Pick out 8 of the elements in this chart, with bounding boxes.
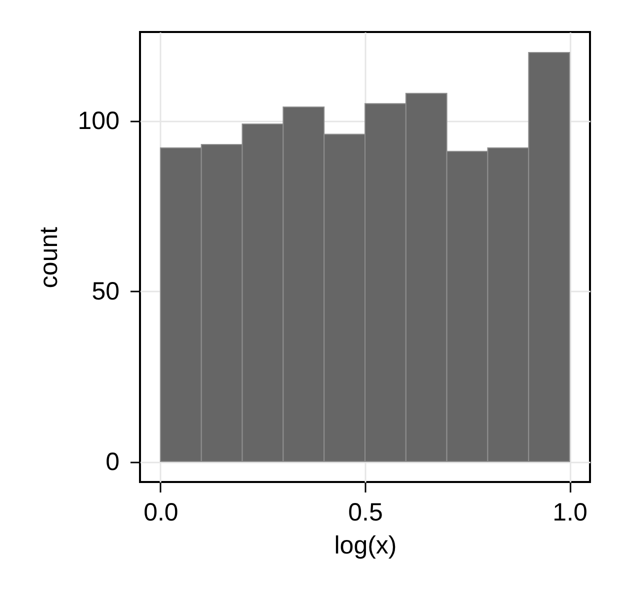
y-tick-label: 0: [106, 448, 120, 476]
x-tick-label: 0.0: [144, 498, 178, 526]
y-axis-title: count: [34, 226, 63, 288]
y-tick-label: 50: [92, 278, 120, 306]
y-tick-label: 100: [78, 107, 120, 136]
x-axis-title: log(x): [334, 532, 397, 560]
x-tick-label: 0.5: [348, 498, 383, 526]
x-tick-label: 1.0: [552, 498, 588, 526]
